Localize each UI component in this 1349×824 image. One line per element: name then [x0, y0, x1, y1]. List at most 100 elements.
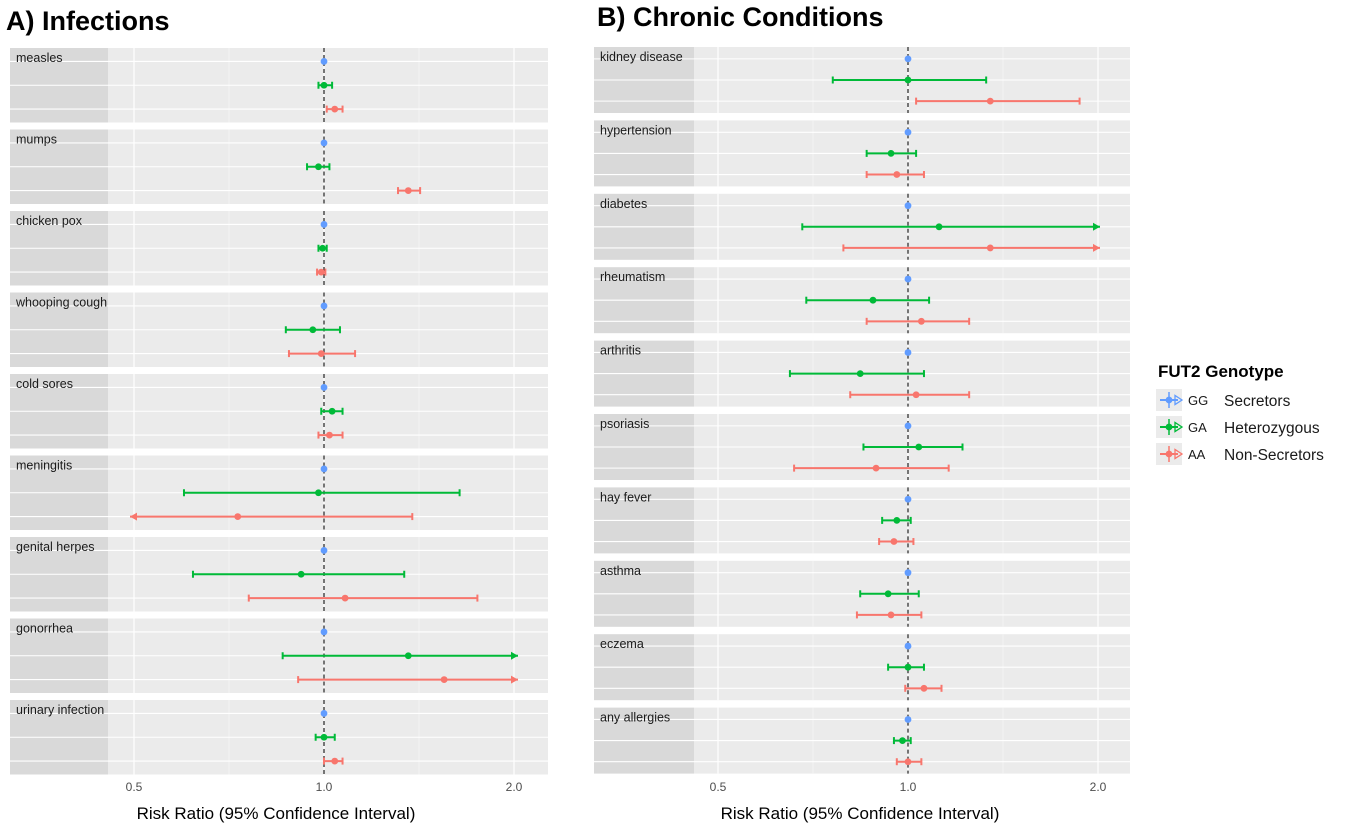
point-estimate-gg — [904, 275, 912, 283]
point-estimate-ga — [893, 517, 901, 524]
facet-label: cold sores — [16, 377, 73, 391]
point-estimate-aa — [341, 594, 349, 602]
point-estimate-ga — [404, 652, 412, 660]
panel-infections: measles mumps chicken pox whooping cough col… — [10, 48, 548, 794]
facet-label: kidney disease — [600, 50, 683, 64]
facet-eczema: eczema — [594, 634, 1130, 701]
x-axis-label-chronic: Risk Ratio (95% Confidence Interval) — [721, 804, 1000, 823]
legend-key-point — [1165, 450, 1173, 458]
point-estimate-aa — [887, 611, 895, 619]
legend: FUT2 Genotype GG Secretors GA Heterozygous A… — [1156, 362, 1324, 465]
point-estimate-aa — [317, 350, 325, 357]
point-estimate-aa — [440, 676, 448, 683]
facet-measles: measles — [10, 48, 548, 123]
point-estimate-gg — [904, 202, 912, 210]
point-estimate-gg — [320, 465, 328, 473]
facet-label: mumps — [16, 133, 57, 147]
point-estimate-ga — [328, 407, 336, 415]
ci-arrow-right — [511, 651, 518, 660]
point-estimate-ga — [309, 326, 317, 334]
point-estimate-ga — [319, 244, 327, 252]
x-tick-label: 1.0 — [900, 780, 917, 794]
x-tick-label: 1.0 — [316, 780, 333, 794]
point-estimate-gg — [320, 628, 328, 636]
facet-label: psoriasis — [600, 417, 649, 431]
point-estimate-gg — [904, 422, 912, 430]
panel-title-infections: A) Infections — [6, 6, 170, 36]
panel-title-chronic-conditions: B) Chronic Conditions — [597, 2, 883, 32]
ci-arrow-right — [1093, 243, 1100, 252]
facet-label: eczema — [600, 637, 644, 651]
facet-mumps: mumps — [10, 129, 548, 204]
point-estimate-aa — [404, 187, 412, 194]
legend-label: Heterozygous — [1224, 420, 1320, 437]
facet-psoriasis: psoriasis — [594, 414, 1130, 480]
point-estimate-ga — [904, 663, 912, 671]
legend-key-arrow — [1174, 421, 1184, 433]
point-estimate-gg — [904, 495, 912, 503]
point-estimate-ga — [869, 296, 877, 304]
facet-asthma: asthma — [594, 560, 1130, 627]
facet-label: hay fever — [600, 490, 651, 504]
facet-label: asthma — [600, 564, 641, 578]
facet-label: chicken pox — [16, 214, 83, 228]
facet-label: rheumatism — [600, 270, 665, 284]
facet-genital-herpes: genital herpes — [10, 537, 548, 612]
point-estimate-aa — [331, 105, 339, 113]
point-estimate-aa — [872, 464, 880, 472]
facet-arthritis: arthritis — [594, 340, 1130, 407]
point-estimate-gg — [904, 349, 912, 356]
point-estimate-ga — [899, 737, 906, 744]
point-estimate-ga — [884, 590, 892, 598]
point-estimate-gg — [320, 547, 328, 554]
point-estimate-aa — [890, 538, 898, 545]
point-estimate-gg — [320, 384, 328, 391]
point-estimate-ga — [887, 150, 895, 157]
point-estimate-gg — [320, 302, 328, 310]
facet-meningitis: meningitis — [10, 455, 548, 530]
facet-label: meningitis — [16, 459, 72, 473]
x-tick-label: 2.0 — [506, 780, 523, 794]
x-axis-label-infections: Risk Ratio (95% Confidence Interval) — [137, 804, 416, 823]
point-estimate-aa — [893, 171, 901, 178]
ci-arrow-left — [130, 512, 137, 521]
ci-arrow-right — [1093, 222, 1100, 231]
facet-rheumatism: rheumatism — [594, 267, 1130, 334]
facet-label: gonorrhea — [16, 622, 73, 636]
point-estimate-gg — [904, 716, 912, 723]
point-estimate-aa — [917, 317, 925, 325]
facet-label: hypertension — [600, 123, 672, 137]
facet-hypertension: hypertension — [594, 120, 1130, 187]
point-estimate-aa — [234, 513, 242, 520]
point-estimate-gg — [904, 569, 912, 577]
point-estimate-aa — [331, 757, 339, 765]
x-tick-label: 2.0 — [1090, 780, 1107, 794]
legend-key-arrow — [1174, 448, 1184, 460]
point-estimate-ga — [315, 489, 322, 497]
point-estimate-gg — [320, 139, 328, 147]
facet-diabetes: diabetes — [594, 193, 1130, 260]
point-estimate-ga — [935, 223, 943, 231]
facet-label: measles — [16, 51, 63, 65]
point-estimate-aa — [904, 758, 912, 766]
point-estimate-gg — [320, 58, 328, 65]
point-estimate-ga — [320, 733, 328, 741]
facet-chicken-pox: chicken pox — [10, 211, 548, 286]
legend-code: GA — [1188, 420, 1207, 435]
point-estimate-gg — [320, 221, 328, 228]
facet-label: urinary infection — [16, 703, 104, 717]
facet-whooping-cough: whooping cough — [10, 292, 548, 367]
legend-label: Secretors — [1224, 393, 1291, 410]
point-estimate-gg — [904, 128, 912, 136]
facet-hay-fever: hay fever — [594, 487, 1130, 554]
legend-key-point — [1165, 423, 1173, 431]
legend-key-arrow — [1174, 394, 1184, 406]
facet-label: diabetes — [600, 197, 647, 211]
facet-label: arthritis — [600, 344, 641, 358]
point-estimate-gg — [320, 710, 328, 717]
point-estimate-aa — [920, 684, 928, 692]
point-estimate-aa — [317, 268, 325, 276]
legend-code: AA — [1188, 447, 1206, 462]
facet-label: genital herpes — [16, 540, 95, 554]
